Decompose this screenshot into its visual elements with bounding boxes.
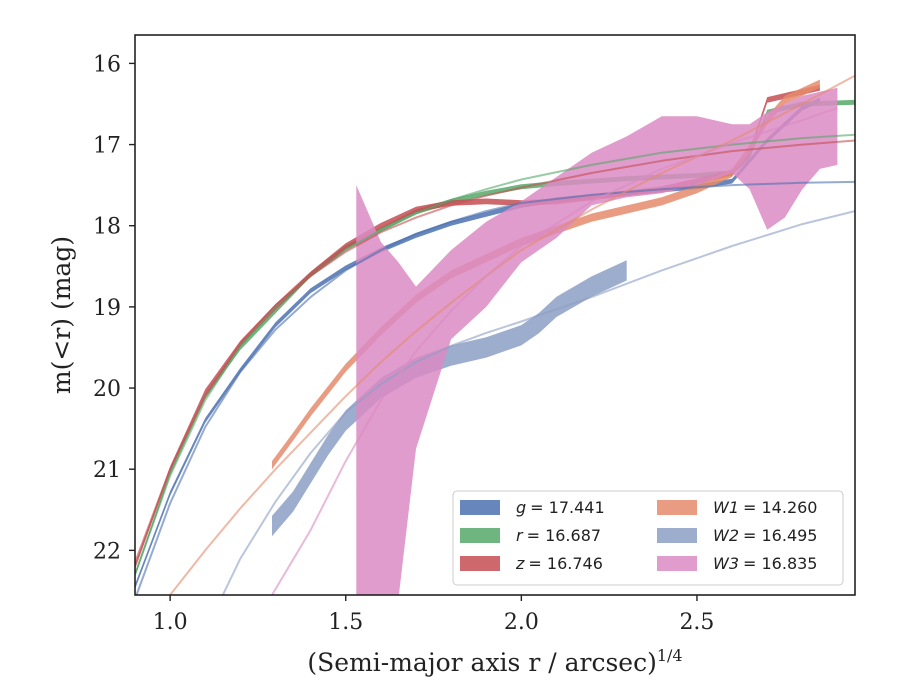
legend-entry-r: r = 16.687	[516, 526, 601, 545]
plot-frame	[134, 34, 856, 596]
x-tick-label: 1.0	[153, 610, 188, 635]
model-curve-z	[135, 139, 855, 563]
y-tick-label: 17	[93, 134, 121, 159]
band-w2	[272, 260, 627, 537]
series-layer	[135, 74, 855, 595]
y-tick-label: 18	[93, 215, 121, 240]
model-curve-w2	[221, 210, 855, 595]
y-axis-label: m(<r) (mag)	[47, 236, 76, 394]
y-tick-label: 16	[93, 52, 121, 77]
x-axis-label-superscript: 1/4	[657, 646, 683, 665]
model-curve-w3	[271, 107, 838, 595]
legend-swatch-r	[460, 528, 500, 543]
x-tick-label: 2.0	[504, 610, 539, 635]
y-tick-label: 20	[93, 377, 121, 402]
legend-box	[452, 490, 844, 586]
x-axis: 1.0 1.5 2.0 2.5	[153, 595, 714, 635]
legend-entry-w2: W2 = 16.495	[713, 526, 817, 545]
y-axis: 16 17 18 19 20 21 22	[93, 52, 135, 564]
legend: g = 17.441 r = 16.687 z = 16.746 W1 = 14.260 W2 =…	[452, 490, 844, 586]
legend-swatch-w2	[657, 528, 697, 543]
legend-swatch-g	[460, 500, 500, 515]
legend-swatch-w3	[657, 556, 697, 571]
model-curve-r	[135, 133, 855, 576]
x-tick-label: 2.5	[679, 610, 714, 635]
legend-swatch-w1	[657, 500, 697, 515]
y-tick-label: 22	[93, 539, 121, 564]
legend-entry-w1: W1 = 14.260	[713, 498, 817, 517]
x-axis-label: (Semi-major axis r / arcsec)1/4	[307, 646, 682, 677]
legend-swatch-z	[460, 556, 500, 571]
y-tick-label: 19	[93, 296, 121, 321]
x-axis-label-text: (Semi-major axis r / arcsec)	[307, 648, 656, 677]
x-tick-label: 1.5	[328, 610, 363, 635]
model-curve-g	[135, 180, 855, 595]
y-tick-label: 21	[93, 458, 121, 483]
legend-entry-z: z = 16.746	[515, 554, 603, 573]
legend-entry-w3: W3 = 16.835	[713, 554, 817, 573]
legend-entry-g: g = 17.441	[516, 498, 605, 517]
